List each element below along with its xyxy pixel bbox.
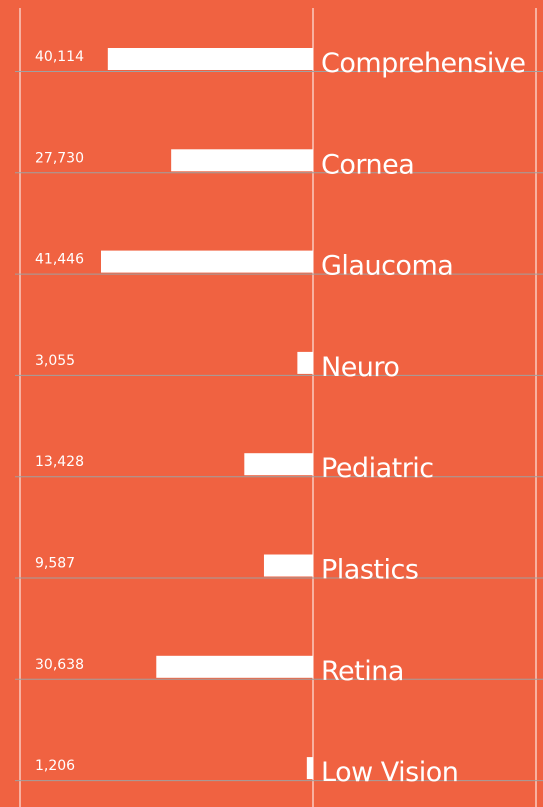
category-label: Plastics	[321, 555, 418, 586]
bar	[107, 48, 314, 70]
category-label: Glaucoma	[321, 251, 453, 282]
bar	[306, 757, 313, 780]
category-label: Cornea	[321, 149, 414, 180]
category-label: Comprehensive	[321, 48, 525, 79]
bar	[244, 453, 313, 476]
bar	[297, 351, 313, 374]
category-label: Pediatric	[321, 453, 434, 484]
value-label: 9,587	[35, 556, 75, 572]
value-label: 3,055	[35, 353, 75, 369]
bar	[156, 655, 313, 678]
value-label: 27,730	[35, 150, 84, 166]
value-label: 13,428	[35, 454, 84, 470]
value-label: 1,206	[35, 758, 75, 774]
bar	[171, 149, 313, 172]
category-label: Low Vision	[321, 757, 458, 788]
category-label: Neuro	[321, 352, 399, 383]
bar	[263, 554, 313, 577]
category-label: Retina	[321, 656, 404, 687]
bar	[101, 250, 313, 273]
value-label: 41,446	[35, 252, 84, 268]
value-label: 30,638	[35, 657, 84, 673]
value-label: 40,114	[35, 49, 84, 65]
